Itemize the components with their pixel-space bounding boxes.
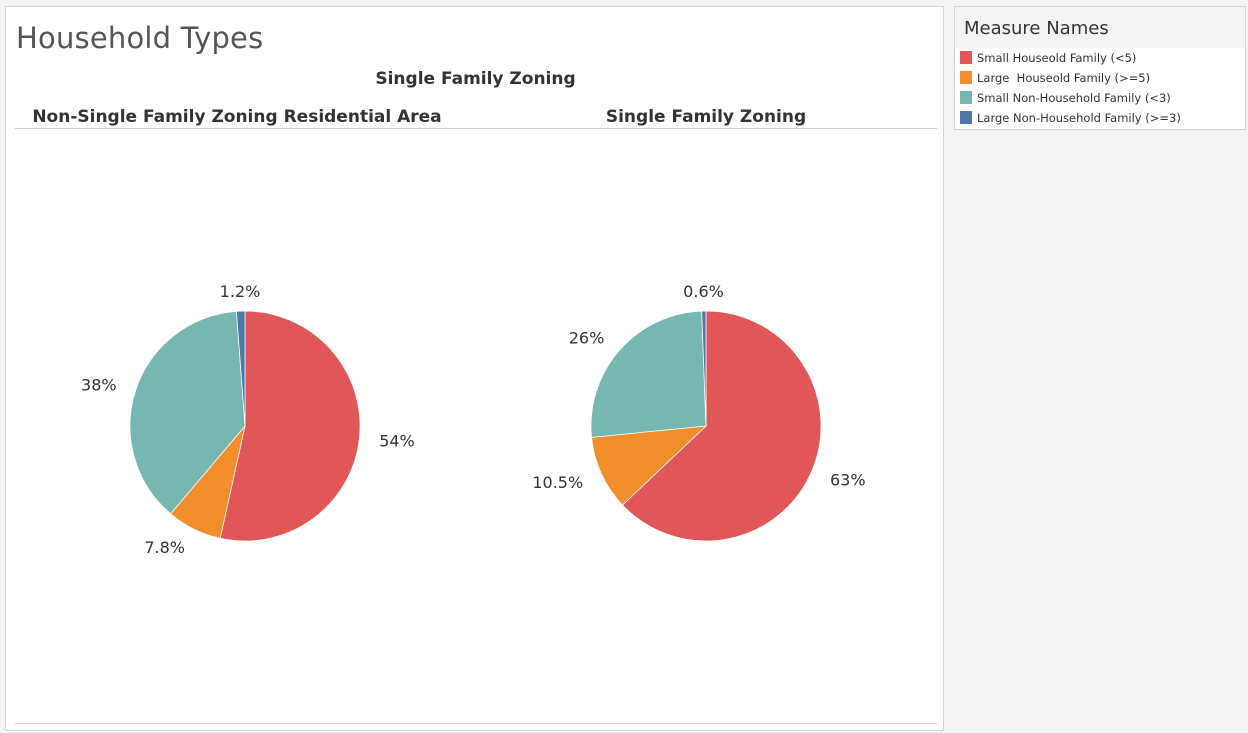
legend-item-small-family[interactable]: Small Houseold Family (<5) (955, 48, 1245, 68)
legend-swatch (960, 91, 972, 104)
pie-slice-large-non-household-family-3[interactable] (701, 310, 707, 427)
pie-slice-large-non-household-family-3[interactable] (236, 310, 246, 427)
legend-label: Large Houseold Family (>=5) (977, 71, 1151, 85)
legend-item-small-non-household[interactable]: Small Non-Household Family (<3) (955, 88, 1245, 108)
legend: Measure Names Small Houseold Family (<5)… (954, 6, 1246, 130)
pie-data-label: 38% (81, 375, 117, 394)
pie-data-label: 1.2% (220, 282, 261, 301)
legend-item-large-non-household[interactable]: Large Non-Household Family (>=3) (955, 108, 1245, 128)
pie-slice-large-houseold-family-5[interactable] (591, 425, 708, 506)
pie-data-label: 10.5% (532, 473, 583, 492)
legend-swatch (960, 111, 972, 124)
legend-label: Small Non-Household Family (<3) (977, 91, 1171, 105)
pie-data-label: 63% (830, 470, 866, 489)
legend-title: Measure Names (955, 7, 1245, 48)
pie-data-label: 7.8% (144, 538, 185, 557)
panel-header-single-family: Single Family Zoning (605, 107, 807, 127)
legend-label: Large Non-Household Family (>=3) (977, 111, 1181, 125)
pie-slice-small-non-household-family-3[interactable] (590, 310, 707, 438)
header-divider (15, 128, 937, 129)
bottom-divider (15, 723, 937, 724)
pie-slice-small-houseold-family-5[interactable] (621, 310, 822, 542)
pie-data-label: 54% (379, 432, 415, 451)
pie-data-label: 0.6% (683, 282, 724, 301)
column-group-header: Single Family Zoning (375, 69, 576, 89)
pie-data-label: 26% (569, 328, 605, 347)
legend-item-large-family[interactable]: Large Houseold Family (>=5) (955, 68, 1245, 88)
pie-slice-small-non-household-family-3[interactable] (129, 310, 246, 515)
page-title: Household Types (16, 21, 264, 55)
legend-swatch (960, 71, 972, 84)
panel-header-non-single-family: Non-Single Family Zoning Residential Are… (32, 107, 442, 127)
legend-swatch (960, 51, 972, 64)
pie-charts-area: 54% 7.8% 38% 1.2% 63% 10.5% 26% 0.6% (81, 282, 866, 557)
chart-panel: Household Types Single Family Zoning Non… (5, 6, 944, 731)
legend-label: Small Houseold Family (<5) (977, 51, 1137, 65)
pie-slice-small-houseold-family-5[interactable] (219, 310, 361, 542)
